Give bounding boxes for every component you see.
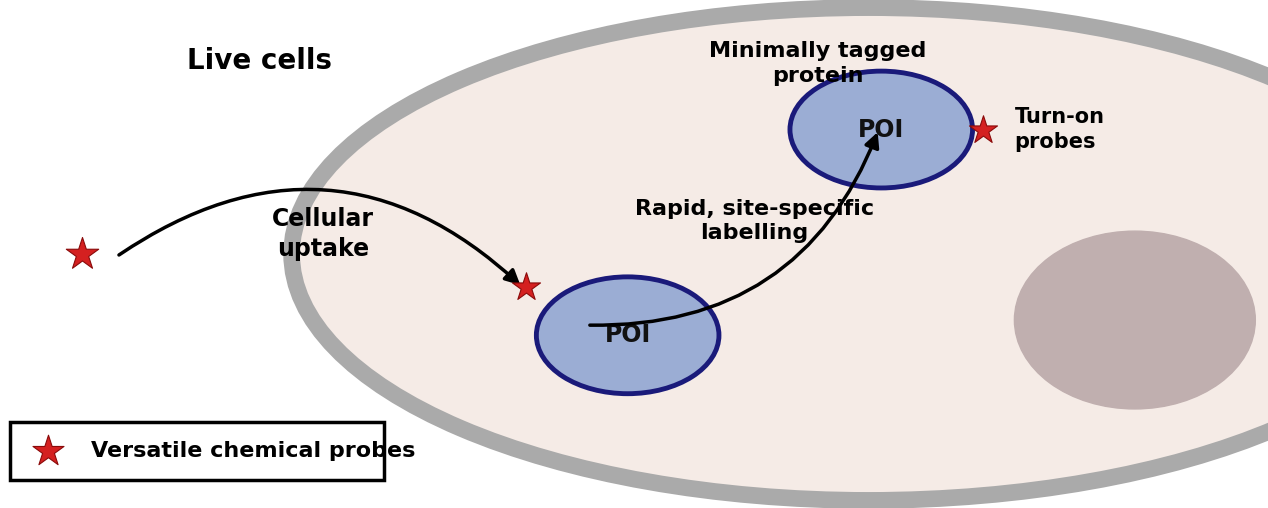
Text: Minimally tagged
protein: Minimally tagged protein [709,41,927,86]
Ellipse shape [1014,231,1255,409]
Point [973,125,993,134]
Point [72,250,93,258]
Text: POI: POI [605,323,650,347]
Text: Turn-on
probes: Turn-on probes [1014,107,1104,152]
Ellipse shape [790,71,973,188]
Ellipse shape [536,277,719,394]
Text: Rapid, site-specific
labelling: Rapid, site-specific labelling [635,199,874,243]
Point [516,283,536,291]
Text: POI: POI [858,117,904,142]
Text: Versatile chemical probes: Versatile chemical probes [91,440,416,461]
Point [38,447,58,455]
Text: Cellular
uptake: Cellular uptake [273,207,374,261]
Ellipse shape [292,8,1268,500]
Text: Live cells: Live cells [188,47,332,75]
FancyBboxPatch shape [10,422,384,480]
